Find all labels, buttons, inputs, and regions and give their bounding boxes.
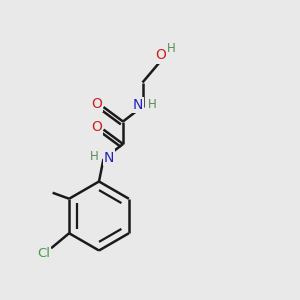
Text: O: O — [92, 120, 102, 134]
Text: Cl: Cl — [37, 247, 50, 260]
Text: N: N — [104, 151, 114, 164]
Text: O: O — [92, 97, 102, 111]
Text: H: H — [167, 42, 176, 55]
Text: H: H — [148, 98, 157, 112]
Text: N: N — [133, 98, 143, 112]
Text: H: H — [89, 150, 98, 163]
Text: O: O — [155, 49, 166, 62]
